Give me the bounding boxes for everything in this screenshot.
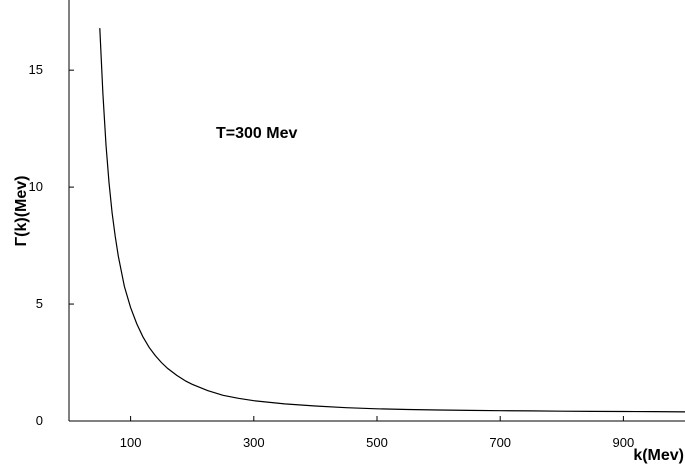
x-tick-label: 900 [613,435,635,450]
x-tick-label: 700 [489,435,511,450]
series-line [99,28,685,413]
y-tick-label: 10 [29,179,43,194]
y-tick-label: 0 [36,413,43,428]
y-tick-label: 15 [29,62,43,77]
x-tick-label: 500 [366,435,388,450]
annotation-label: T=300 Mev [216,125,297,142]
y-tick-label: 5 [36,296,43,311]
y-ticks: 0 5 10 15 [29,62,74,428]
x-axis-title: k(Mev) [633,447,684,464]
x-ticks: 100 300 500 700 900 [120,416,635,450]
x-tick-label: 100 [120,435,142,450]
y-axis-title: Γ(k)(Mev) [13,176,30,247]
x-tick-label: 300 [243,435,265,450]
